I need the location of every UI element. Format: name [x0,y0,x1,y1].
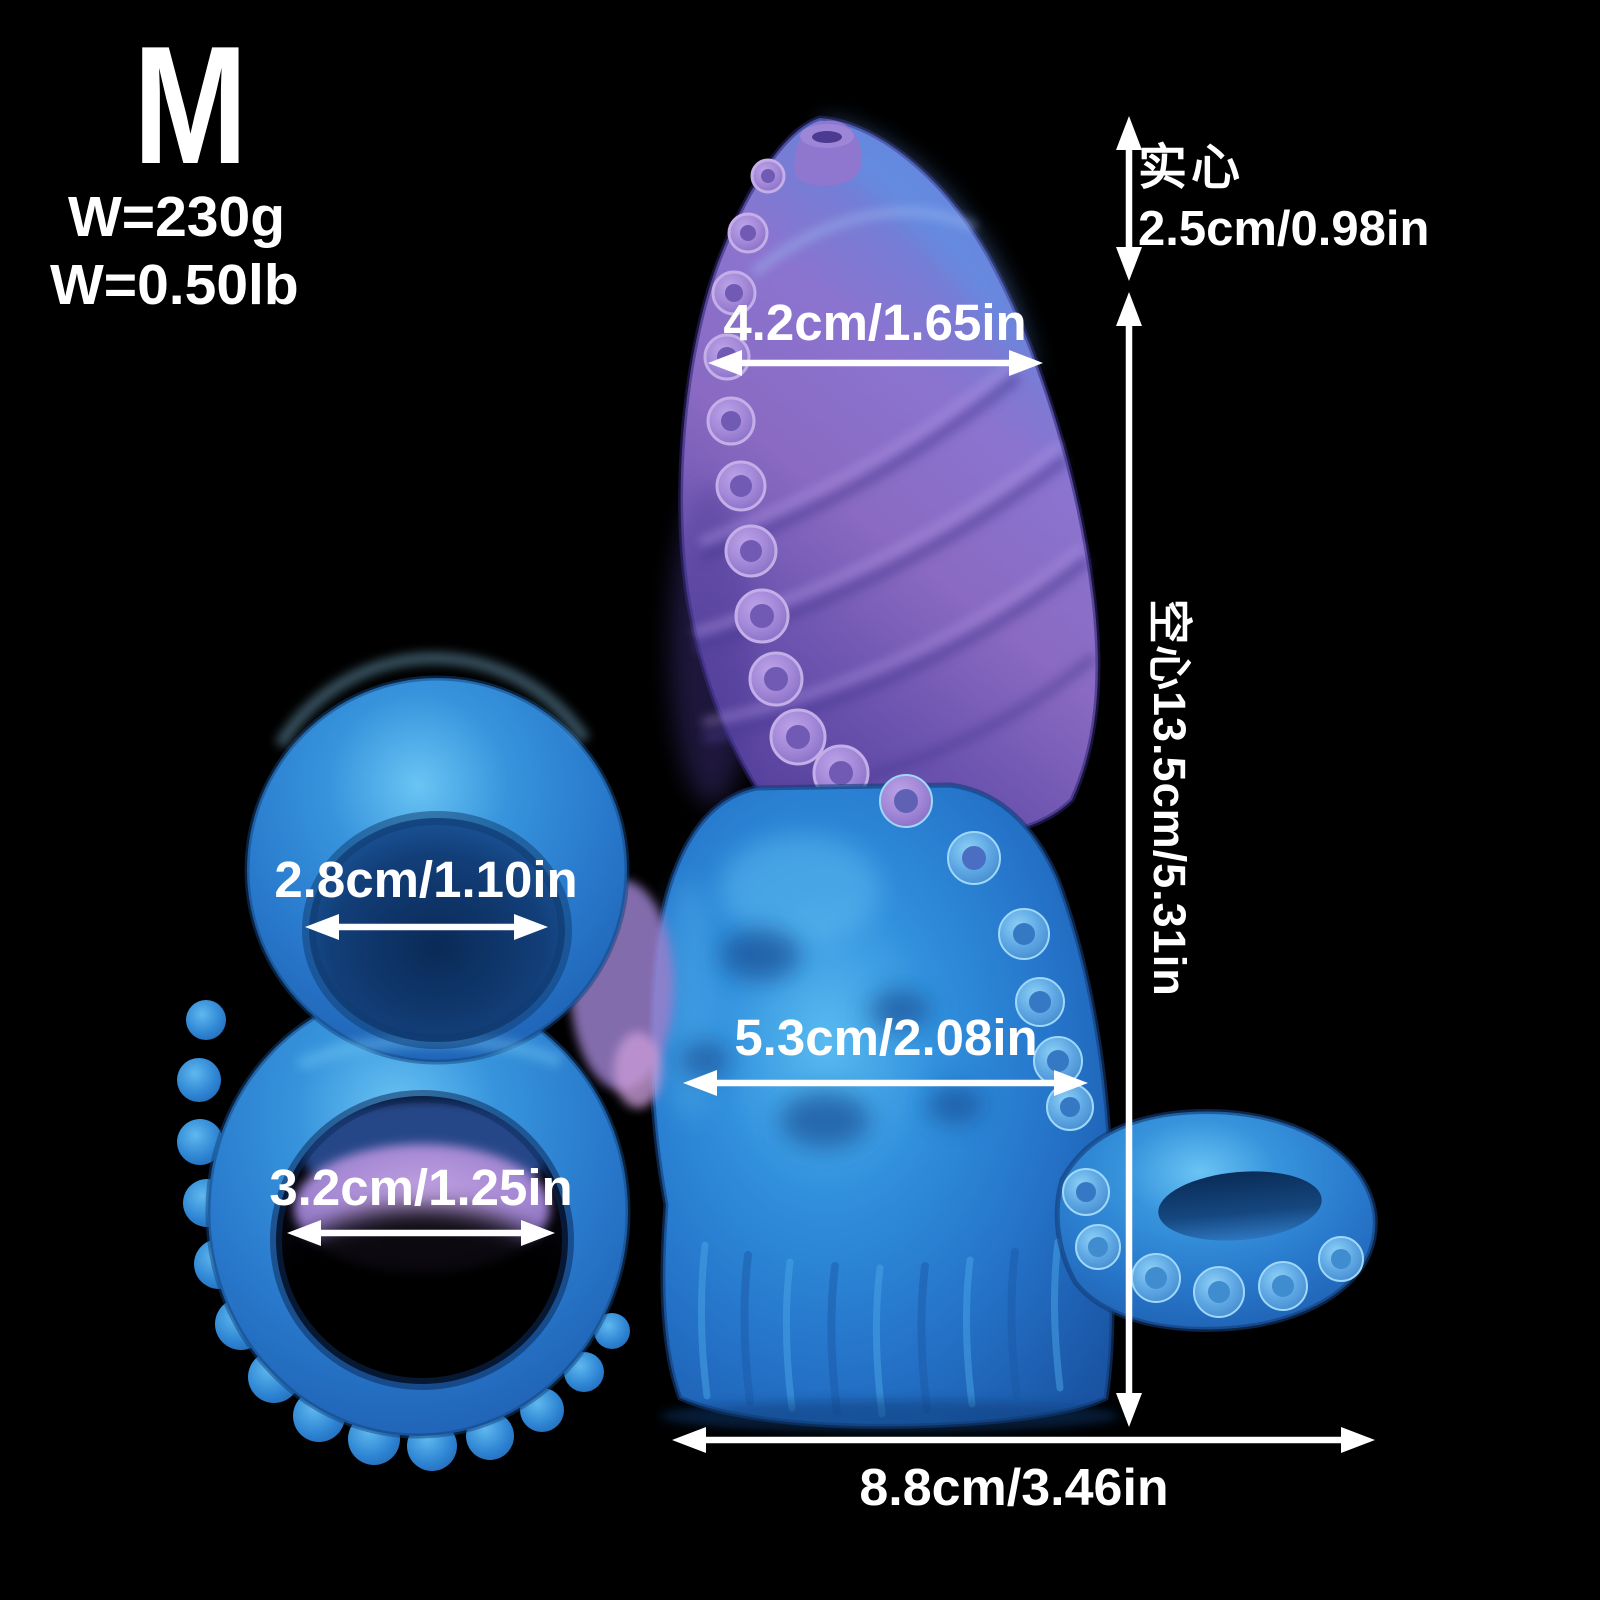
tip-width-label: 4.2cm/1.65in [723,294,1027,351]
lower-ring-diameter-label: 3.2cm/1.25in [269,1159,573,1216]
tentacle-highlight [822,120,1036,380]
base-width-label: 8.8cm/3.46in [859,1459,1169,1517]
base-suction-cups [879,774,1364,1318]
dim-arrow-lower-ring [287,1220,555,1246]
base-ring-hole [1158,1171,1322,1241]
base-sheen [720,835,880,945]
dim-arrow-tip-width [708,350,1043,376]
base-bottom-shade [660,1400,1120,1432]
solid-section-length-label: 2.5cm/0.98in [1138,202,1430,256]
dim-arrow-solid-length [1116,116,1142,281]
solid-section-label: 实心 [1138,141,1245,195]
dim-arrow-hollow-length [1116,292,1142,1427]
tentacle-suction-cups [703,158,870,802]
tentacle-tip-opening [794,120,863,186]
weight-grams-label: W=230g [68,185,286,249]
dimension-arrows [287,116,1375,1453]
body-width-label: 5.3cm/2.08in [734,1009,1038,1066]
weight-pounds-label: W=0.50lb [50,253,299,317]
upper-ring-diameter-label: 2.8cm/1.10in [274,851,578,908]
lower-ring-hole [270,1090,574,1390]
base-skirt-texture [697,1238,1064,1418]
base-dimples [680,929,983,1148]
dim-arrow-upper-ring [305,914,548,940]
rear-purple-glimpse-2 [614,1032,662,1108]
dim-arrow-body-width [683,1070,1088,1096]
product-side-view [648,115,1378,1432]
size-label: M [133,11,248,199]
upper-ring-highlight [274,652,591,749]
dim-arrow-base-width [672,1427,1375,1453]
upper-hole-rim [302,811,572,1049]
base-body [648,782,1115,1429]
product-front-view [177,652,674,1471]
hollow-section-length-label: 空心13.5cm/5.31in [1144,599,1195,997]
